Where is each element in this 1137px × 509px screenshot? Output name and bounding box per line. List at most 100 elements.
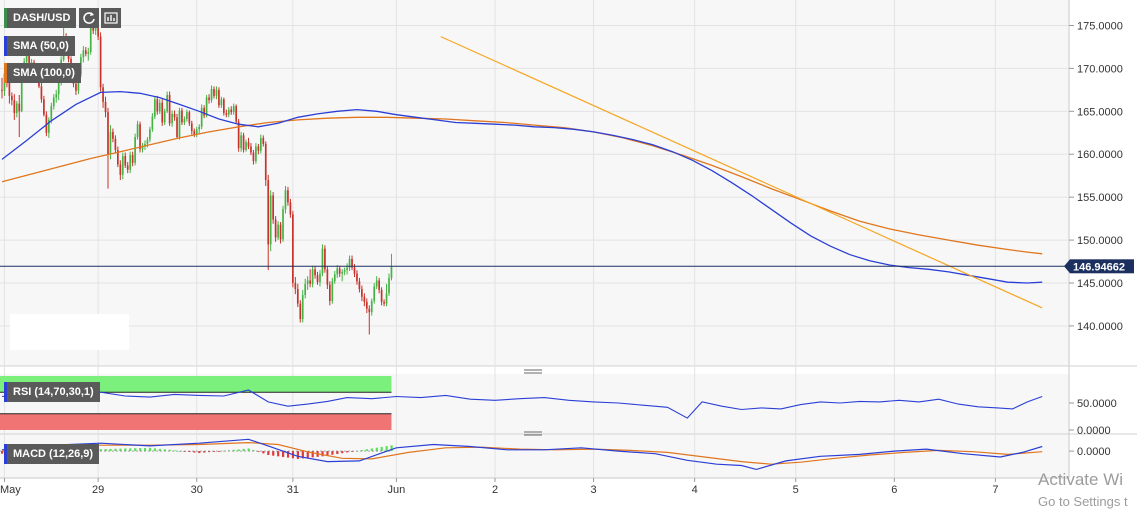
candle-body bbox=[13, 100, 16, 114]
y-tick-label: 150.0000 bbox=[1077, 235, 1123, 247]
y-tick-label: 165.0000 bbox=[1077, 106, 1123, 118]
candle-body bbox=[319, 273, 321, 283]
macd-histogram-bar bbox=[168, 449, 171, 452]
macd-histogram-bar bbox=[351, 451, 354, 452]
candle-body bbox=[28, 53, 30, 71]
candle-body bbox=[188, 112, 191, 124]
candle-body bbox=[365, 301, 368, 309]
candle-body bbox=[114, 138, 117, 150]
pane-resize-handle-2[interactable] bbox=[524, 431, 542, 436]
rsi-series bbox=[1, 389, 1043, 419]
candle-body bbox=[257, 146, 260, 151]
candle-body bbox=[18, 103, 21, 112]
candle-body bbox=[45, 114, 48, 133]
macd-histogram-bar bbox=[104, 448, 107, 452]
macd-histogram-bar bbox=[252, 450, 255, 452]
symbol-text: DASH/USD bbox=[13, 12, 71, 24]
candle-body bbox=[385, 293, 388, 304]
macd-histogram-bar bbox=[390, 445, 393, 452]
candle-body bbox=[161, 102, 164, 123]
candle-body bbox=[326, 269, 329, 285]
candle-body bbox=[247, 142, 250, 147]
candle-body bbox=[358, 281, 361, 290]
candle-body bbox=[245, 142, 247, 150]
macd-histogram-bar bbox=[346, 451, 349, 453]
macd-histogram-bar bbox=[193, 451, 196, 453]
candle-body bbox=[89, 24, 92, 53]
macd-histogram-bar bbox=[188, 451, 191, 453]
macd-histogram-bar bbox=[336, 451, 339, 454]
y-tick-label: 155.0000 bbox=[1077, 192, 1123, 204]
macd-histogram-bar bbox=[232, 449, 235, 452]
candle-body bbox=[240, 135, 242, 149]
candle-body bbox=[47, 119, 50, 133]
macd-histogram-bar bbox=[341, 451, 344, 454]
y-tick-label: 175.0000 bbox=[1077, 20, 1123, 32]
sma50-line bbox=[1, 90, 1043, 284]
x-tick-label: 4 bbox=[692, 484, 698, 496]
candle-body bbox=[20, 76, 23, 112]
candle-body bbox=[149, 129, 151, 140]
y-tick-label: 145.0000 bbox=[1077, 278, 1123, 290]
macd-histogram-bar bbox=[227, 450, 230, 452]
sma100-legend[interactable]: SMA (100,0) bbox=[4, 63, 81, 83]
candle-body bbox=[264, 143, 267, 180]
candle-body bbox=[156, 99, 159, 112]
candle-body bbox=[230, 109, 233, 113]
pane-resize-handle-1[interactable] bbox=[524, 369, 542, 374]
macd-label: MACD (12,26,9) bbox=[13, 448, 94, 460]
candle-body bbox=[119, 164, 122, 175]
candle-body bbox=[102, 87, 104, 102]
macd-histogram-bar bbox=[365, 449, 369, 452]
symbol-label[interactable]: DASH/USD bbox=[4, 8, 77, 28]
macd-histogram-bar bbox=[385, 446, 388, 452]
candle-body bbox=[361, 289, 363, 297]
sma50-legend[interactable]: SMA (50,0) bbox=[4, 36, 75, 56]
candle-body bbox=[82, 50, 85, 58]
candle-body bbox=[274, 219, 277, 238]
candle-body bbox=[173, 113, 176, 118]
candle-body bbox=[171, 113, 173, 124]
candle-body bbox=[99, 36, 102, 88]
sma50-label: SMA (50,0) bbox=[13, 40, 69, 52]
candle-body bbox=[311, 269, 314, 284]
candle-body bbox=[390, 266, 393, 278]
current-price-pointer bbox=[1064, 259, 1070, 274]
y-tick-label: 160.0000 bbox=[1077, 149, 1123, 161]
macd-histogram-bar bbox=[267, 451, 270, 456]
refresh-button[interactable] bbox=[79, 8, 99, 28]
candle-body bbox=[331, 281, 334, 302]
candle-body bbox=[141, 146, 144, 150]
macd-histogram-bar bbox=[326, 451, 329, 456]
main-plot-background bbox=[0, 0, 1069, 366]
macd-histogram-bar bbox=[257, 451, 260, 452]
candle-body bbox=[279, 224, 282, 240]
candle-body bbox=[15, 103, 18, 114]
candle-body bbox=[338, 268, 341, 274]
candle-body bbox=[181, 110, 183, 123]
candle-body bbox=[343, 270, 346, 272]
candle-body bbox=[75, 83, 77, 91]
candle-body bbox=[321, 248, 324, 274]
rsi-legend[interactable]: RSI (14,70,30,1) bbox=[4, 382, 100, 402]
candle-body bbox=[84, 50, 87, 54]
macd-histogram-bar bbox=[203, 451, 206, 453]
x-tick-label: 31 bbox=[287, 484, 299, 496]
candle-body bbox=[112, 131, 114, 139]
candle-body bbox=[363, 296, 366, 302]
candle-body bbox=[383, 301, 385, 304]
rsi-oversold-band bbox=[0, 413, 392, 430]
candle-body bbox=[131, 155, 134, 163]
candle-body bbox=[368, 308, 371, 313]
rsi-tick-label: 50.0000 bbox=[1077, 398, 1117, 410]
indicators-button[interactable] bbox=[101, 8, 121, 28]
macd-histogram-bar bbox=[262, 451, 265, 454]
candle-body bbox=[134, 137, 136, 163]
x-tick-label: Jun bbox=[388, 484, 406, 496]
sma100-label: SMA (100,0) bbox=[13, 67, 75, 79]
macd-legend[interactable]: MACD (12,26,9) bbox=[4, 444, 100, 464]
macd-histogram-bar bbox=[129, 448, 132, 452]
macd-histogram-bar bbox=[286, 451, 290, 458]
candle-body bbox=[277, 224, 279, 238]
